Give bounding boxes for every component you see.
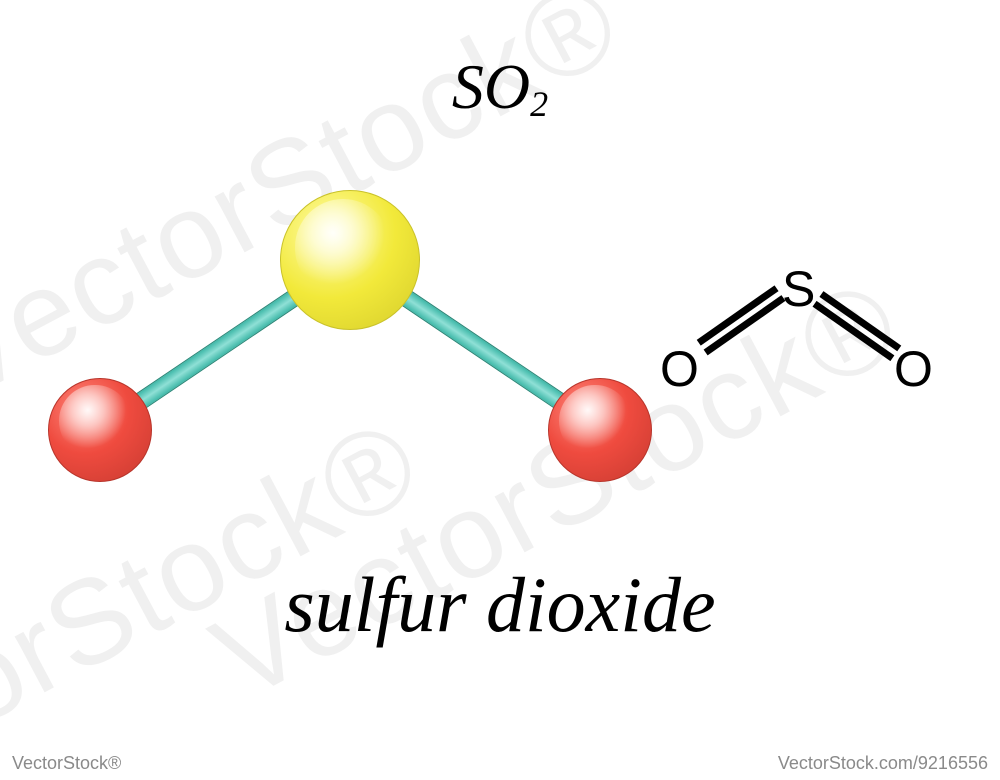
atom-sulfur [280, 190, 420, 330]
formula-subscript: 2 [530, 84, 548, 124]
double-bond-right [820, 296, 898, 350]
atom-highlight [59, 385, 130, 456]
atom-highlight [295, 199, 392, 296]
structural-atom-s: S [782, 260, 815, 318]
molecule-3d-model [40, 180, 660, 500]
compound-name: sulfur dioxide [284, 560, 715, 650]
formula-main: SO [452, 51, 530, 122]
double-bond-left [704, 296, 782, 350]
atom-oxygen-left [48, 378, 152, 482]
atom-oxygen-right [548, 378, 652, 482]
footer-brand: VectorStock® [12, 753, 121, 774]
chemical-formula: SO2 [452, 50, 548, 124]
atom-highlight [559, 385, 630, 456]
diagram-canvas: VectorStock® VectorStock® VectorStock® S… [0, 0, 1000, 780]
structural-formula: S O O [660, 260, 940, 420]
structural-atom-o-left: O [660, 340, 699, 398]
footer-id: VectorStock.com/9216556 [778, 753, 988, 774]
structural-atom-o-right: O [894, 340, 933, 398]
